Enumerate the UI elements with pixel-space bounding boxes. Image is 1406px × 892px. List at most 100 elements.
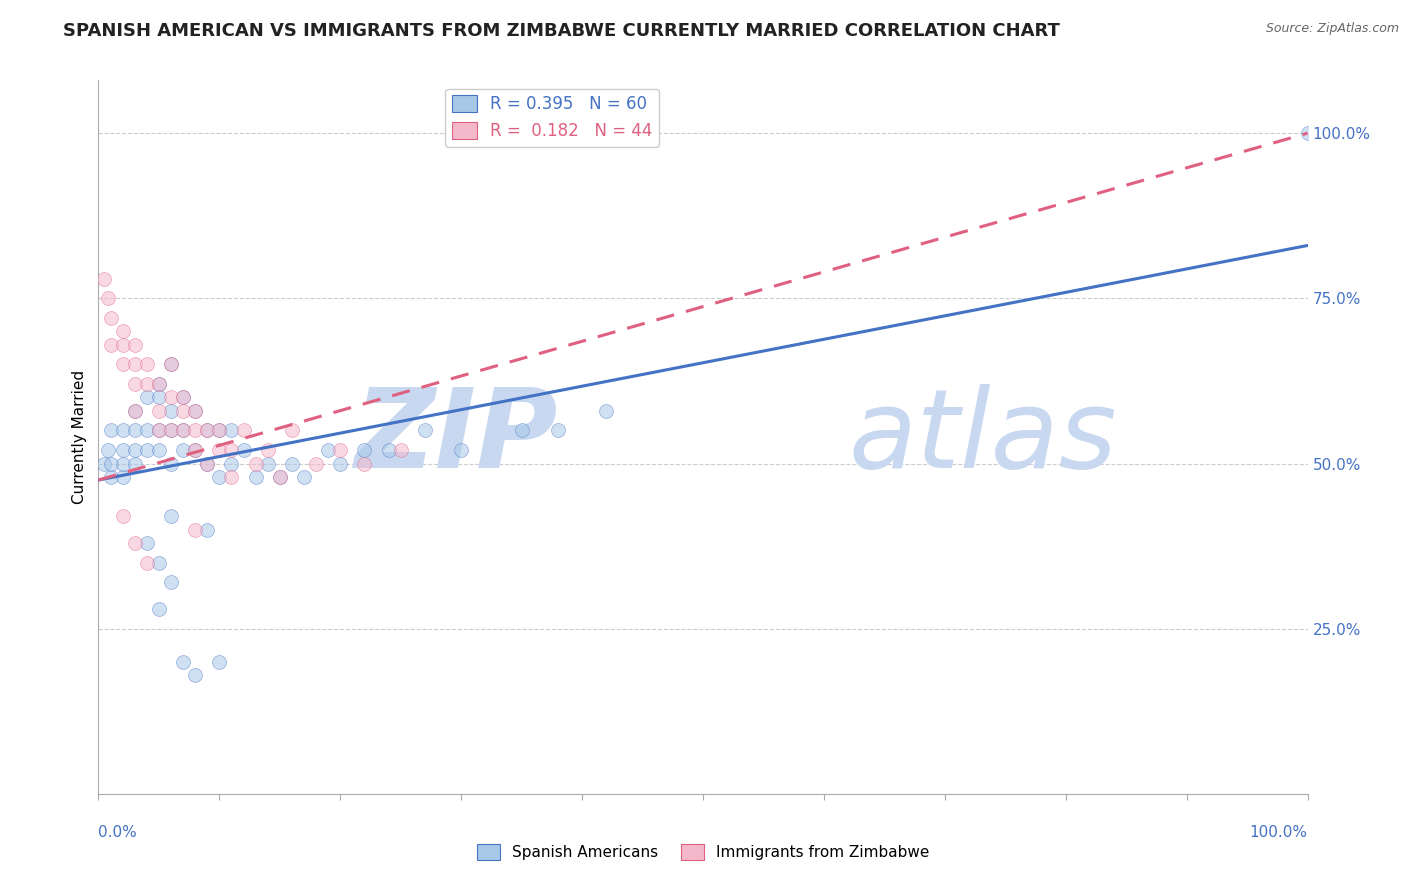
- Point: [353, 443, 375, 458]
- Point: [93, 457, 115, 471]
- Point: [269, 469, 291, 483]
- Point: [195, 424, 218, 438]
- Point: [510, 424, 533, 438]
- Point: [232, 443, 254, 458]
- Point: [135, 443, 157, 458]
- Point: [135, 424, 157, 438]
- Point: [208, 655, 231, 669]
- Point: [547, 424, 569, 438]
- Point: [124, 403, 146, 417]
- Point: [329, 457, 352, 471]
- Point: [100, 469, 122, 483]
- Point: [97, 443, 120, 458]
- Text: Source: ZipAtlas.com: Source: ZipAtlas.com: [1265, 22, 1399, 36]
- Point: [124, 377, 146, 392]
- Point: [195, 457, 218, 471]
- Point: [111, 443, 134, 458]
- Point: [124, 358, 146, 372]
- Point: [172, 391, 194, 405]
- Point: [281, 424, 304, 438]
- Point: [195, 523, 218, 537]
- Point: [135, 377, 157, 392]
- Point: [353, 457, 375, 471]
- Point: [172, 443, 194, 458]
- Point: [221, 457, 243, 471]
- Point: [148, 403, 170, 417]
- Point: [184, 443, 207, 458]
- Point: [184, 403, 207, 417]
- Text: 100.0%: 100.0%: [1250, 825, 1308, 839]
- Point: [148, 602, 170, 616]
- Point: [305, 457, 328, 471]
- Y-axis label: Currently Married: Currently Married: [72, 370, 87, 504]
- Point: [160, 403, 183, 417]
- Point: [269, 469, 291, 483]
- Point: [184, 523, 207, 537]
- Point: [184, 403, 207, 417]
- Point: [160, 509, 183, 524]
- Point: [184, 424, 207, 438]
- Point: [184, 443, 207, 458]
- Point: [292, 469, 315, 483]
- Point: [111, 358, 134, 372]
- Point: [148, 377, 170, 392]
- Point: [124, 536, 146, 550]
- Point: [135, 556, 157, 570]
- Point: [97, 291, 120, 305]
- Point: [135, 391, 157, 405]
- Point: [172, 403, 194, 417]
- Point: [135, 536, 157, 550]
- Text: 0.0%: 0.0%: [98, 825, 138, 839]
- Text: ZIP: ZIP: [354, 384, 558, 491]
- Point: [172, 655, 194, 669]
- Text: SPANISH AMERICAN VS IMMIGRANTS FROM ZIMBABWE CURRENTLY MARRIED CORRELATION CHART: SPANISH AMERICAN VS IMMIGRANTS FROM ZIMB…: [63, 22, 1060, 40]
- Point: [232, 424, 254, 438]
- Point: [111, 469, 134, 483]
- Point: [148, 443, 170, 458]
- Point: [221, 443, 243, 458]
- Point: [124, 337, 146, 351]
- Point: [160, 575, 183, 590]
- Point: [135, 358, 157, 372]
- Point: [148, 377, 170, 392]
- Point: [160, 391, 183, 405]
- Point: [100, 424, 122, 438]
- Point: [450, 443, 472, 458]
- Point: [111, 324, 134, 338]
- Point: [377, 443, 399, 458]
- Legend: Spanish Americans, Immigrants from Zimbabwe: Spanish Americans, Immigrants from Zimba…: [471, 838, 935, 866]
- Point: [160, 457, 183, 471]
- Point: [413, 424, 436, 438]
- Point: [100, 311, 122, 326]
- Point: [100, 457, 122, 471]
- Point: [256, 443, 278, 458]
- Point: [256, 457, 278, 471]
- Point: [124, 457, 146, 471]
- Point: [221, 424, 243, 438]
- Point: [221, 469, 243, 483]
- Point: [172, 424, 194, 438]
- Point: [208, 469, 231, 483]
- Point: [281, 457, 304, 471]
- Point: [184, 668, 207, 682]
- Point: [595, 403, 617, 417]
- Point: [160, 358, 183, 372]
- Text: atlas: atlas: [848, 384, 1116, 491]
- Point: [195, 457, 218, 471]
- Point: [148, 424, 170, 438]
- Point: [148, 391, 170, 405]
- Point: [111, 424, 134, 438]
- Point: [160, 358, 183, 372]
- Legend: R = 0.395   N = 60, R =  0.182   N = 44: R = 0.395 N = 60, R = 0.182 N = 44: [446, 88, 659, 146]
- Point: [208, 443, 231, 458]
- Point: [329, 443, 352, 458]
- Point: [1296, 126, 1319, 140]
- Point: [208, 424, 231, 438]
- Point: [316, 443, 339, 458]
- Point: [93, 271, 115, 285]
- Point: [172, 391, 194, 405]
- Point: [148, 556, 170, 570]
- Point: [195, 424, 218, 438]
- Point: [160, 424, 183, 438]
- Point: [124, 403, 146, 417]
